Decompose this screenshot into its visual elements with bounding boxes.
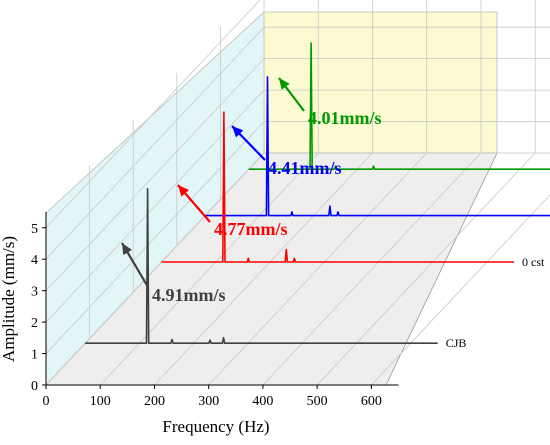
series-2: 500 cst bbox=[205, 76, 550, 217]
axes bbox=[45, 212, 399, 386]
series-line bbox=[85, 188, 438, 344]
y-tick-label: 4 bbox=[31, 253, 38, 268]
floor-grid-line bbox=[99, 152, 319, 386]
floor-grid-line bbox=[316, 152, 536, 386]
x-tick-label: 400 bbox=[252, 394, 273, 409]
side-grid-line bbox=[45, 0, 261, 229]
annotation-2: 4.41mm/s bbox=[231, 125, 342, 178]
series-line bbox=[205, 76, 550, 217]
y-tick-label: 3 bbox=[31, 285, 38, 300]
side-grid-line bbox=[45, 152, 265, 386]
floor-grid-line bbox=[154, 152, 373, 386]
side-grid-line bbox=[45, 58, 265, 291]
side-grid-line bbox=[45, 89, 265, 323]
series-line bbox=[161, 111, 514, 263]
annotation-layer: 4.91mm/s 4.77mm/s 4.41mm/s 4.01mm/s bbox=[121, 77, 382, 305]
annotation-0: 4.91mm/s bbox=[121, 242, 226, 305]
x-tick-label: 600 bbox=[361, 394, 382, 409]
annotation-1: 4.77mm/s bbox=[177, 184, 288, 239]
x-axis-title: Frequency (Hz) bbox=[162, 417, 269, 436]
annotation-text: 4.91mm/s bbox=[152, 285, 226, 305]
series-layer: 1000 cst500 cst 0 cst CJB bbox=[85, 42, 550, 350]
series-0: CJB bbox=[85, 188, 467, 350]
series-1: 0 cst bbox=[161, 111, 545, 269]
annotation-text: 4.77mm/s bbox=[214, 219, 288, 239]
y-axis-title: Amplitude (mm/s) bbox=[0, 236, 18, 362]
annotation-arrowhead bbox=[279, 78, 290, 90]
y-ticks: 0 1 2 3 4 5 bbox=[31, 222, 46, 394]
annotation-arrowhead bbox=[232, 126, 244, 138]
x-ticks: 0 100 200 300 400 500 600 bbox=[43, 385, 382, 409]
back-wall bbox=[263, 11, 498, 154]
floor-grid-line bbox=[371, 194, 550, 386]
series-3: 1000 cst bbox=[248, 42, 550, 170]
floor-grid-line bbox=[262, 152, 482, 386]
y-tick-label: 2 bbox=[31, 316, 38, 331]
y-tick-label: 5 bbox=[31, 222, 38, 237]
series-line bbox=[248, 42, 550, 170]
y-tick-label: 1 bbox=[31, 348, 38, 363]
floor-grid-line bbox=[208, 152, 427, 386]
x-tick-label: 200 bbox=[144, 394, 165, 409]
y-tick-label: 0 bbox=[31, 379, 38, 394]
annotation-text: 4.01mm/s bbox=[308, 108, 382, 128]
x-tick-label: 0 bbox=[43, 394, 50, 409]
x-tick-label: 500 bbox=[307, 394, 328, 409]
x-tick-label: 100 bbox=[90, 394, 111, 409]
x-tick-label: 300 bbox=[198, 394, 219, 409]
annotation-text: 4.41mm/s bbox=[268, 158, 342, 178]
annotation-3: 4.01mm/s bbox=[278, 77, 382, 128]
annotation-arrowhead bbox=[178, 185, 189, 197]
annotation-arrowhead bbox=[122, 243, 132, 256]
series-name-label: 0 cst bbox=[522, 255, 545, 269]
side-grid-line bbox=[45, 121, 265, 354]
series-name-label: CJB bbox=[446, 336, 467, 350]
side-grid-line bbox=[45, 26, 265, 260]
grid-lines bbox=[45, 0, 550, 386]
